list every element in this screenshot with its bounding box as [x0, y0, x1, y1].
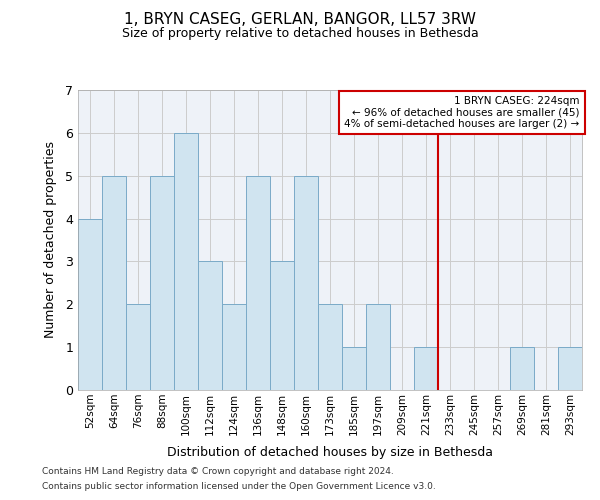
Bar: [342, 347, 366, 390]
Bar: [198, 262, 222, 390]
Text: Contains public sector information licensed under the Open Government Licence v3: Contains public sector information licen…: [42, 482, 436, 491]
Bar: [78, 218, 102, 390]
Bar: [102, 176, 126, 390]
Bar: [174, 133, 198, 390]
Text: 1, BRYN CASEG, GERLAN, BANGOR, LL57 3RW: 1, BRYN CASEG, GERLAN, BANGOR, LL57 3RW: [124, 12, 476, 28]
Bar: [510, 347, 534, 390]
Text: 1 BRYN CASEG: 224sqm
← 96% of detached houses are smaller (45)
4% of semi-detach: 1 BRYN CASEG: 224sqm ← 96% of detached h…: [344, 96, 580, 129]
Bar: [294, 176, 318, 390]
Bar: [126, 304, 150, 390]
Bar: [246, 176, 270, 390]
Bar: [318, 304, 342, 390]
Bar: [222, 304, 246, 390]
Bar: [414, 347, 438, 390]
Bar: [366, 304, 390, 390]
Text: Contains HM Land Registry data © Crown copyright and database right 2024.: Contains HM Land Registry data © Crown c…: [42, 467, 394, 476]
Y-axis label: Number of detached properties: Number of detached properties: [44, 142, 57, 338]
Bar: [150, 176, 174, 390]
Text: Size of property relative to detached houses in Bethesda: Size of property relative to detached ho…: [122, 28, 478, 40]
Bar: [270, 262, 294, 390]
Bar: [558, 347, 582, 390]
X-axis label: Distribution of detached houses by size in Bethesda: Distribution of detached houses by size …: [167, 446, 493, 459]
